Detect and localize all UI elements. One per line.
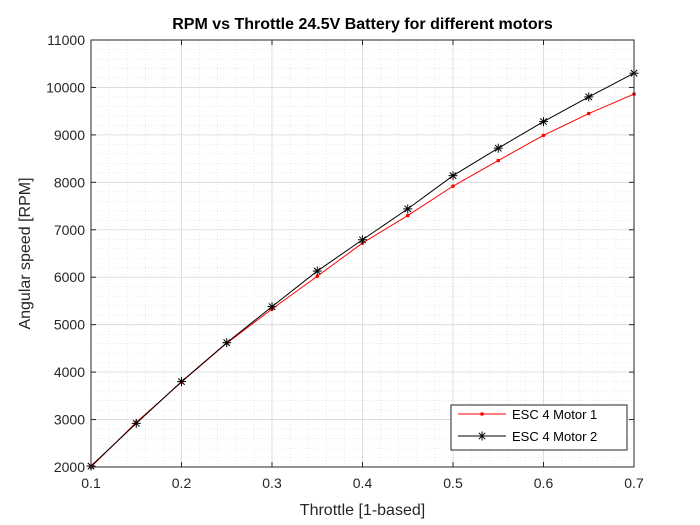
x-tick-label: 0.4 — [353, 475, 373, 491]
series-2-point-stroke — [585, 93, 593, 101]
series-2-point-stroke — [404, 205, 412, 213]
x-axis-title: Throttle [1-based] — [300, 502, 425, 519]
series-2-point-stroke — [449, 172, 457, 180]
y-tick-label: 5000 — [54, 317, 85, 333]
legend-label-series-2: ESC 4 Motor 2 — [512, 429, 597, 444]
series-2-point — [539, 117, 548, 127]
series-1-point — [586, 111, 591, 116]
series-1-point — [405, 213, 410, 218]
legend-label-series-1: ESC 4 Motor 1 — [512, 407, 597, 422]
series-2-point-stroke — [268, 303, 276, 311]
series-2-point — [493, 143, 503, 153]
x-tick-label: 0.2 — [172, 475, 192, 491]
y-tick-label: 11000 — [47, 32, 85, 48]
x-tick-label: 0.5 — [443, 475, 463, 491]
series-2-point-stroke — [494, 144, 502, 152]
chart-title: RPM vs Throttle 24.5V Battery for differ… — [172, 16, 553, 33]
x-axis-tick-labels: 0.1 0.2 0.3 0.4 0.5 0.6 0.7 — [81, 475, 644, 491]
x-tick-label: 0.7 — [624, 475, 644, 491]
legend-asterisk-stroke — [478, 432, 486, 440]
series-2-point — [448, 171, 458, 181]
series-layer — [86, 68, 639, 471]
series-2-point — [358, 235, 367, 245]
y-tick-label: 4000 — [54, 364, 85, 380]
series-1-point — [451, 184, 455, 188]
y-tick-label: 10000 — [46, 79, 85, 95]
series-2-point — [222, 338, 232, 348]
y-tick-label: 2000 — [54, 459, 85, 475]
series-2-point — [584, 92, 594, 102]
series-2-point — [177, 377, 186, 387]
series-1-point — [541, 133, 546, 138]
series-2-point — [131, 418, 141, 428]
legend: ESC 4 Motor 1 ESC 4 Motor 2 — [450, 404, 628, 451]
series-2-point-stroke — [132, 419, 140, 427]
legend-asterisk — [477, 431, 487, 441]
series-2-point-stroke — [223, 339, 231, 347]
y-axis-title: Angular speed [RPM] — [17, 177, 34, 329]
series-2-point — [312, 266, 322, 276]
series-2-point-stroke — [358, 236, 367, 244]
axis-ticks — [90, 39, 635, 468]
legend-box — [450, 404, 628, 451]
x-tick-label: 0.6 — [534, 475, 554, 491]
legend-marker-series-2 — [477, 431, 487, 441]
series-2-point-stroke — [313, 267, 321, 275]
series-1-point — [315, 274, 320, 279]
y-tick-label: 3000 — [54, 412, 85, 428]
y-axis-tick-labels: 2000 3000 4000 5000 6000 7000 8000 9000 10000 110… — [46, 32, 85, 475]
series-2-point — [267, 302, 277, 312]
series-2-point-stroke — [177, 378, 186, 386]
x-tick-label: 0.3 — [262, 475, 282, 491]
y-tick-label: 9000 — [54, 127, 85, 143]
series-2-point — [403, 204, 413, 214]
y-tick-label: 7000 — [54, 222, 85, 238]
x-tick-label: 0.1 — [81, 475, 101, 491]
y-tick-label: 8000 — [54, 174, 85, 190]
series-1-point — [496, 158, 501, 163]
y-tick-label: 6000 — [54, 269, 85, 285]
series-2-point-stroke — [539, 118, 548, 126]
legend-marker-series-1 — [480, 412, 484, 416]
